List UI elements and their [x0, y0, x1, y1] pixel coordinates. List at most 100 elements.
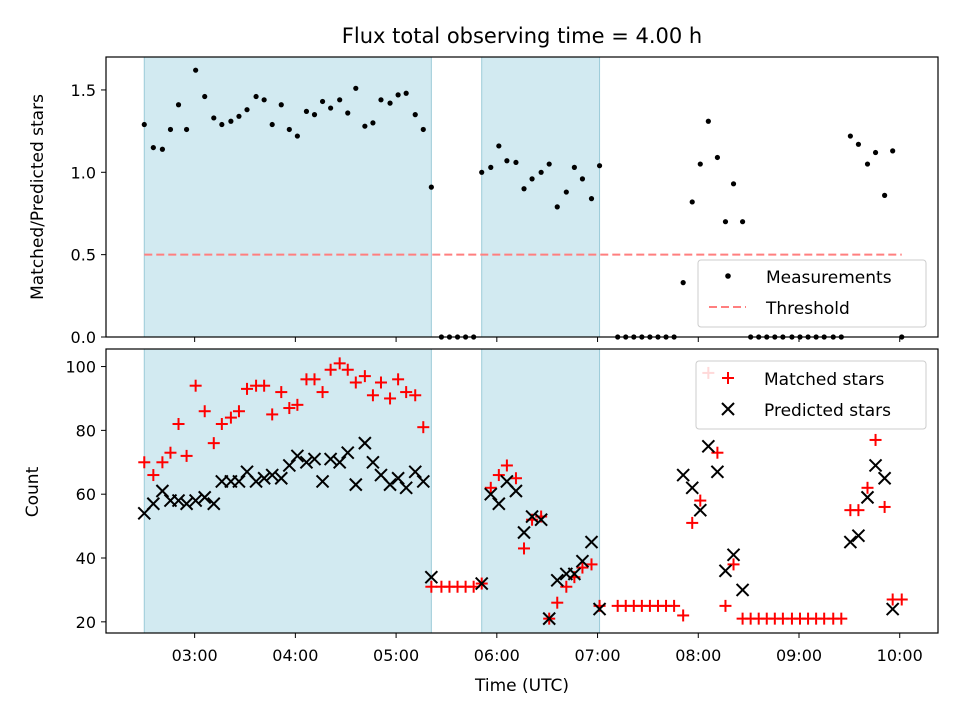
y-tick-label: 80	[76, 421, 96, 440]
predicted-stars-points	[137, 436, 900, 626]
measurement-point	[236, 113, 242, 119]
predicted-star-point	[332, 455, 347, 469]
matched-star-point	[358, 370, 371, 383]
predicted-star-point	[257, 471, 271, 485]
measurement-point	[202, 93, 208, 100]
predicted-star-point	[146, 497, 161, 511]
predicted-star-point	[710, 465, 725, 479]
predicted-star-point	[323, 452, 338, 466]
predicted-star-point	[517, 525, 531, 540]
measurement-point	[150, 144, 156, 151]
y-tick-label: 20	[76, 613, 96, 632]
matched-star-point	[147, 469, 160, 482]
measurement-point	[219, 121, 225, 128]
x-stroke	[171, 493, 186, 508]
x-stroke	[155, 484, 170, 498]
x-stroke	[550, 573, 564, 588]
predicted-star-point	[550, 573, 564, 588]
predicted-star-point	[584, 535, 599, 549]
measurement-point	[244, 107, 250, 113]
measurement-point	[311, 112, 318, 118]
plot-frame	[105, 56, 939, 338]
y-axis-label: Count	[23, 466, 43, 517]
measurement-point	[387, 100, 393, 106]
matched-star-point	[719, 599, 732, 612]
x-stroke	[399, 481, 413, 495]
x-stroke	[349, 477, 363, 492]
x-stroke	[534, 513, 548, 527]
shaded-interval	[143, 348, 432, 634]
predicted-star-point	[188, 493, 203, 508]
matched-star-point	[509, 472, 522, 485]
predicted-star-point	[424, 570, 439, 584]
x-stroke	[179, 497, 194, 511]
measurement-point	[488, 164, 494, 170]
measurement-point	[680, 280, 686, 286]
x-stroke	[232, 474, 246, 489]
measurement-point	[395, 92, 401, 98]
x-stroke	[240, 465, 254, 479]
measurement-point	[504, 158, 510, 164]
measurement-point	[496, 143, 502, 149]
x-stroke	[484, 487, 498, 501]
x-tick-label: 03:00	[172, 646, 218, 665]
x-stroke	[542, 611, 556, 626]
measurement-point	[730, 181, 737, 187]
measurement-point	[521, 186, 527, 192]
predicted-star-point	[416, 474, 430, 489]
matched-star-point	[835, 612, 848, 625]
measurement-point	[328, 105, 334, 111]
x-tick-label: 10:00	[877, 646, 923, 665]
x-stroke	[517, 525, 531, 540]
measurement-point	[412, 112, 418, 118]
matched-star-point	[189, 379, 202, 392]
x-stroke	[567, 567, 582, 581]
predicted-star-point	[366, 455, 380, 469]
x-stroke	[374, 468, 388, 482]
matched-star-point	[341, 363, 354, 376]
measurement-point	[211, 115, 217, 121]
measurement-point	[513, 159, 519, 166]
matched-star-point	[694, 494, 707, 507]
legend-label-measurements: Measurements	[766, 268, 892, 288]
matched-star-point	[895, 593, 908, 606]
predicted-star-point	[693, 503, 707, 517]
x-stroke	[188, 493, 203, 508]
x-tick-label: 05:00	[373, 646, 419, 665]
matched-star-point	[275, 386, 288, 399]
predicted-star-point	[299, 455, 314, 469]
measurement-point	[286, 126, 292, 133]
predicted-star-point	[391, 471, 405, 485]
matched-star-point	[207, 437, 220, 450]
observing-windows	[143, 348, 601, 634]
x-stroke	[676, 468, 690, 482]
x-stroke	[358, 436, 372, 450]
measurement-point	[420, 126, 426, 133]
predicted-star-point	[492, 497, 506, 511]
predicted-star-point	[232, 474, 246, 489]
predicted-star-point	[475, 576, 489, 591]
measurement-point	[563, 189, 569, 195]
x-stroke	[332, 455, 347, 469]
x-stroke	[509, 484, 523, 498]
x-tick-label: 07:00	[574, 646, 620, 665]
x-stroke	[341, 446, 355, 460]
predicted-star-point	[567, 567, 582, 581]
x-stroke	[877, 471, 892, 485]
y-tick-label: 1.5	[71, 81, 96, 100]
x-stroke	[265, 468, 279, 482]
x-stroke	[257, 471, 271, 485]
x-stroke	[198, 490, 212, 505]
predicted-star-point	[868, 458, 883, 473]
predicted-star-point	[685, 481, 699, 495]
matched-star-point	[585, 558, 598, 571]
x-stroke	[146, 497, 161, 511]
matched-star-point	[333, 357, 346, 370]
matched-star-point	[138, 456, 151, 469]
predicted-star-point	[885, 602, 900, 616]
measurement-point	[353, 85, 359, 91]
matched-star-point	[551, 596, 564, 609]
x-stroke	[307, 452, 322, 466]
y-ticks: 20 40 60 80 100	[65, 358, 106, 632]
